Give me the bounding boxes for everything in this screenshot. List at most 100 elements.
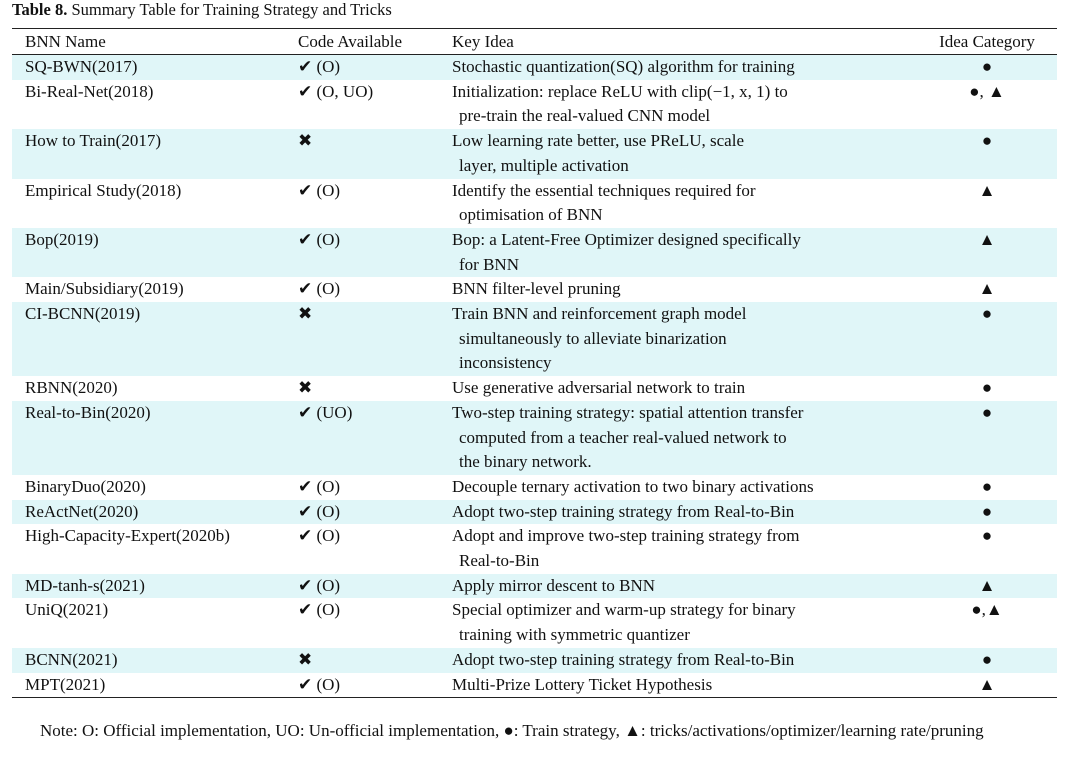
cell: CI-BCNN(2019) [12,302,298,377]
cell: ●,▲ [971,600,1003,620]
cell: BCNN(2021) [12,647,298,673]
cell: Multi-Prize Lottery Ticket Hypothesis [452,673,917,698]
cell-line: Real-to-Bin [459,551,540,571]
cell: ●, ▲ [969,81,1005,101]
cell: RBNN(2020) [25,378,118,398]
cell: Low learning rate better, use PReLU, sca… [452,129,917,179]
column-header: BNN Name [25,31,106,51]
table-row: BinaryDuo(2020) ✔ (O) Decouple ternary act… [12,475,1057,500]
cell: Adopt two-step training strategy from Re… [452,499,917,525]
header-row: BNN Name Code Available Key Idea Idea Categ… [12,28,1057,55]
table-row: High-Capacity-Expert(2020b) ✔ (O) Adopt an… [12,524,1057,573]
cell: Adopt and improve two-step training stra… [452,524,917,573]
table-row: How to Train(2017) ✖ Low learning rate bet… [12,129,1057,179]
caption-text: Summary Table for Training Strategy and … [71,0,392,19]
cell: ✔ (O) [298,180,341,200]
table-row: MD-tanh-s(2021) ✔ (O) Apply mirror descent… [12,573,1057,599]
cell: ✔ (O) [298,600,341,620]
cell-line: Special optimizer and warm-up strategy f… [452,600,796,620]
cell: ● [917,302,1057,377]
cell-line: BNN filter-level pruning [452,279,621,299]
caption: Table 8. Summary Table for Training Stra… [12,0,392,20]
cell: Main/Subsidiary(2019) [25,279,184,299]
cell: Use generative adversarial network to tr… [452,376,917,401]
cell: Empirical Study(2018) [25,180,182,200]
cell-line: Train BNN and reinforcement graph model [452,304,747,324]
cell-line: Two-step training strategy: spatial atte… [452,402,804,422]
cell: Two-step training strategy: spatial atte… [452,400,917,475]
cell: ✔ (O) [298,526,341,546]
caption-label: Table 8. [12,0,68,19]
cell-line: Multi-Prize Lottery Ticket Hypothesis [452,674,713,694]
cell: ✔ (O) [298,573,452,599]
table-row: Bi-Real-Net(2018) ✔ (O, UO) Initialization… [12,80,1057,129]
cell-line: Low learning rate better, use PReLU, sca… [452,131,744,151]
cell: ✔ (O) [298,476,341,496]
cell: ● [917,647,1057,673]
table-row: BCNN(2021) ✖ Adopt two-step training strat… [12,647,1057,673]
cell: How to Train(2017) [12,129,298,179]
cell: Bop(2019) [12,227,298,278]
cell: ▲ [917,227,1057,278]
cell: ▲ [978,279,996,299]
cell: ✖ [298,647,452,673]
cell-line: computed from a teacher real-valued netw… [459,427,787,447]
table-row: Real-to-Bin(2020) ✔ (UO) Two-step training… [12,400,1057,475]
cell-line: layer, multiple activation [459,155,629,175]
cell: ✖ [298,129,452,179]
cell: ▲ [978,180,996,200]
cell: Real-to-Bin(2020) [12,400,298,475]
cell: ReActNet(2020) [12,499,298,525]
cell-line: Adopt two-step training strategy from Re… [452,649,795,669]
cell-line: for BNN [459,254,519,274]
cell: ● [917,129,1057,179]
cell: Bop: a Latent-Free Optimizer designed sp… [452,227,917,278]
cell: ● [981,378,993,398]
cell-line: training with symmetric quantizer [459,625,690,645]
cell-line: Use generative adversarial network to tr… [452,378,746,398]
column-header: Code Available [298,31,403,51]
cell: High-Capacity-Expert(2020b) [25,526,230,546]
cell-line: Adopt two-step training strategy from Re… [452,501,795,521]
column-header: Idea Category [939,31,1035,51]
cell: ✔ (O, UO) [298,81,374,101]
cell: Special optimizer and warm-up strategy f… [452,598,917,647]
column-header: Key Idea [452,31,514,51]
cell-line: Bop: a Latent-Free Optimizer designed sp… [452,229,801,249]
cell-line: pre-train the real-valued CNN model [459,106,711,126]
cell: ✖ [298,378,313,398]
table: BNN Name Code Available Key Idea Idea Categ… [12,28,1057,698]
note: Note: O: Official implementation, UO: Un… [40,721,984,740]
cell: Stochastic quantization(SQ) algorithm fo… [452,54,917,80]
cell: Identify the essential techniques requir… [452,179,917,228]
cell: Apply mirror descent to BNN [452,573,917,599]
cell-line: Adopt and improve two-step training stra… [452,526,800,546]
table-row: UniQ(2021) ✔ (O) Special optimizer and war… [12,598,1057,647]
cell: Adopt two-step training strategy from Re… [452,647,917,673]
cell: BinaryDuo(2020) [25,476,146,496]
table-row: Main/Subsidiary(2019) ✔ (O) BNN filter-lev… [12,277,1057,302]
cell: Bi-Real-Net(2018) [25,81,154,101]
cell: MD-tanh-s(2021) [12,573,298,599]
table-row: ReActNet(2020) ✔ (O) Adopt two-step traini… [12,499,1057,525]
cell: ▲ [917,573,1057,599]
cell: Initialization: replace ReLU with clip(−… [452,80,917,129]
table-row: SQ-BWN(2017) ✔ (O) Stochastic quantization… [12,54,1057,80]
cell: BNN filter-level pruning [452,277,917,302]
cell: ● [981,476,993,496]
cell: ● [981,526,993,546]
cell: ● [917,400,1057,475]
cell: ✔ (O) [298,227,452,278]
cell-line: Stochastic quantization(SQ) algorithm fo… [452,57,795,76]
cell: ● [917,54,1057,80]
cell-line: Apply mirror descent to BNN [452,575,656,595]
cell-line: Initialization: replace ReLU with clip(−… [452,81,788,101]
cell: ✔ (O) [298,54,452,80]
cell: ✔ (UO) [298,400,452,475]
cell: MPT(2021) [25,674,106,694]
cell-line: inconsistency [459,353,552,373]
table-row: Bop(2019) ✔ (O) Bop: a Latent-Free Optimiz… [12,227,1057,278]
cell-line: Identify the essential techniques requir… [452,180,756,200]
table-row: CI-BCNN(2019) ✖ Train BNN and reinforcemen… [12,302,1057,377]
